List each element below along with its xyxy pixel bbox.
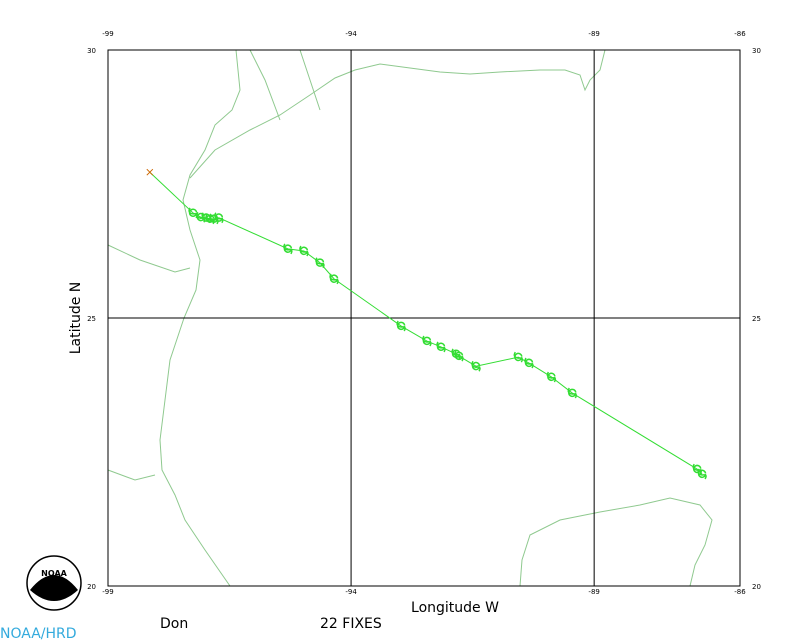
- coastline: [189, 49, 606, 179]
- coastline: [519, 497, 713, 587]
- noaa-logo: NOAA: [26, 555, 82, 611]
- x-tick-label: -94: [345, 30, 357, 38]
- fix-symbol: [283, 243, 293, 255]
- fix-symbol: [329, 273, 339, 285]
- fix-symbol: [315, 257, 325, 269]
- fix-symbol: [524, 357, 534, 369]
- track-line: [192, 212, 703, 475]
- x-axis-label: Longitude W: [411, 600, 499, 616]
- storm-name: Don: [160, 616, 188, 632]
- x-tick-label: -99: [102, 30, 113, 38]
- fix-symbol: [396, 320, 406, 332]
- x-tick-label: -86: [734, 30, 746, 38]
- y-tick-label: 20: [87, 583, 96, 591]
- fix-symbol: [214, 212, 224, 224]
- credit: NOAA/HRD: [0, 626, 77, 640]
- track-start: [146, 168, 154, 176]
- fix-count: 22 FIXES: [320, 616, 382, 632]
- y-tick-label: 20: [752, 583, 761, 591]
- coastlines: [107, 49, 713, 587]
- fix-symbol: [513, 351, 524, 363]
- coastline: [159, 49, 241, 587]
- fix-symbol: [697, 468, 707, 480]
- y-tick-label: 25: [87, 315, 96, 323]
- x-tick-label: -89: [588, 30, 599, 38]
- fix-symbol: [299, 245, 309, 257]
- logo-text: NOAA: [41, 569, 67, 578]
- x-tick-label: -86: [734, 588, 746, 596]
- y-tick-label: 25: [752, 315, 761, 323]
- x-tick-label: -89: [588, 588, 599, 596]
- y-tick-label: 30: [752, 47, 761, 55]
- track-start-segment: [149, 171, 194, 214]
- x-tick-label: -94: [345, 588, 357, 596]
- fix-symbol: [422, 335, 432, 347]
- y-axis-label: Latitude N: [68, 282, 84, 355]
- fix-symbol: [436, 341, 446, 353]
- logo-wave: [30, 575, 78, 601]
- fix-symbol: [546, 371, 557, 383]
- fix-symbol: [567, 387, 578, 399]
- x-tick-label: -99: [102, 588, 113, 596]
- map-layer: -99 -99 -94 -94 -89 -89 -86 -86 20 20 25 25 30 30: [87, 30, 761, 596]
- fix-symbol: [454, 350, 464, 362]
- y-tick-label: 30: [87, 47, 96, 55]
- border: [107, 49, 321, 481]
- fix-symbol: [471, 360, 481, 372]
